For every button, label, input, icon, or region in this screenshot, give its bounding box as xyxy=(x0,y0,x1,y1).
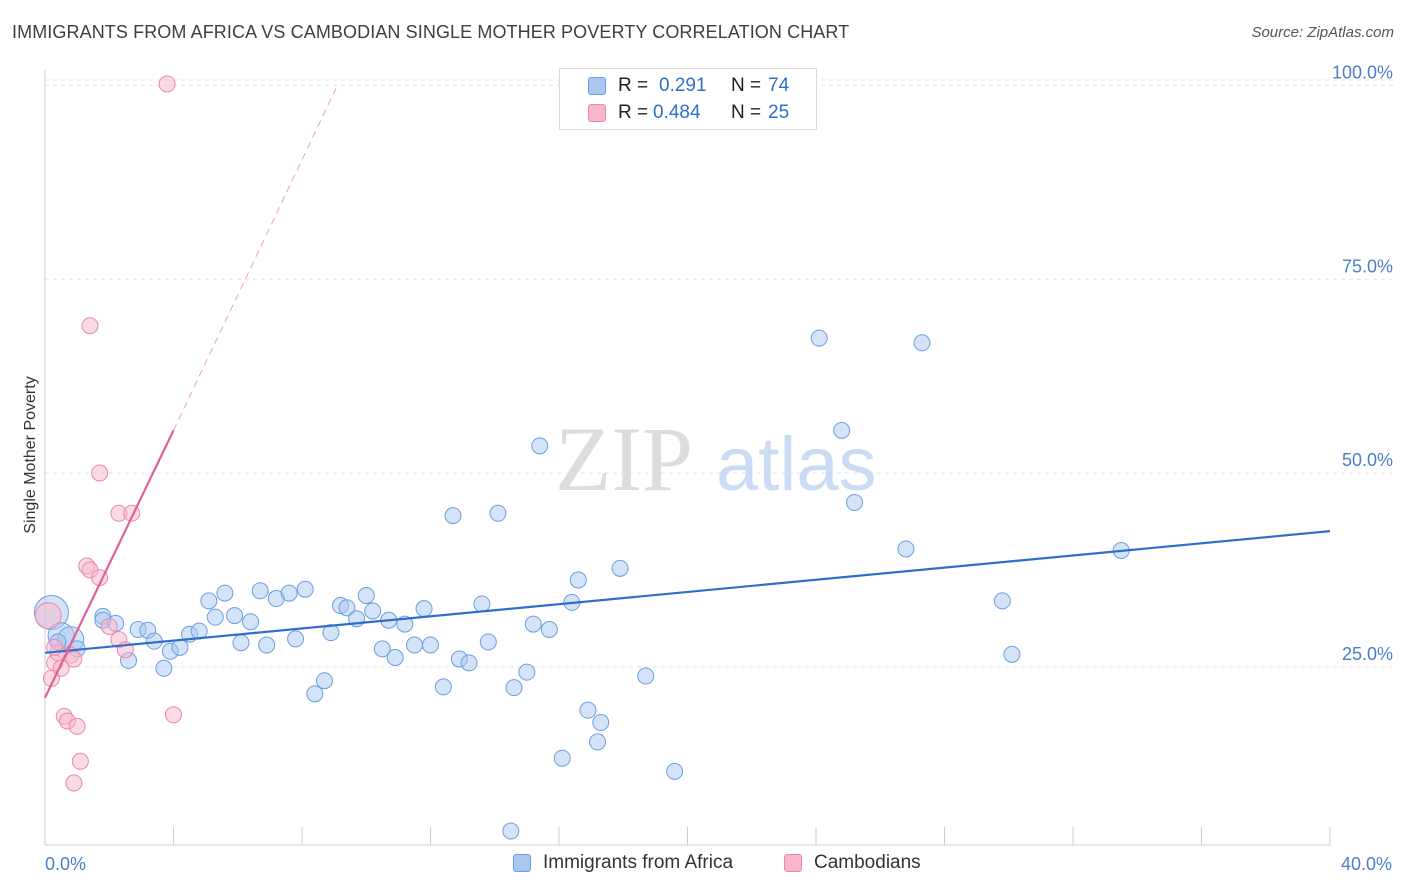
data-point-africa xyxy=(479,633,497,651)
data-point-africa xyxy=(287,630,305,648)
data-point-africa xyxy=(540,621,558,639)
data-point-africa xyxy=(306,685,324,703)
legend-n-label: N = xyxy=(731,102,762,123)
data-point-africa xyxy=(226,607,244,625)
data-point-africa xyxy=(232,634,250,652)
bottom-legend-swatch-africa xyxy=(513,854,531,872)
trend-lines xyxy=(44,85,1331,699)
x-tick-label: 0.0% xyxy=(45,854,86,874)
data-point-africa xyxy=(993,592,1011,610)
data-point-africa xyxy=(553,749,571,767)
data-point-africa xyxy=(338,599,356,617)
data-point-africa xyxy=(242,613,260,631)
trend-line-cambodians-extension xyxy=(173,85,338,431)
data-point-africa xyxy=(258,636,276,654)
data-point-africa xyxy=(502,822,520,840)
data-point-africa xyxy=(364,602,382,620)
data-point-africa xyxy=(251,582,269,600)
data-point-africa xyxy=(833,421,851,439)
data-point-africa xyxy=(913,334,931,352)
data-point-africa xyxy=(357,586,375,604)
data-point-africa xyxy=(505,679,523,697)
correlation-legend: R = 0.291 N = 74 R = 0.484 N = 25 xyxy=(559,68,817,130)
data-point-africa xyxy=(846,493,864,511)
legend-r-label: R = xyxy=(618,75,649,96)
data-point-cambodians xyxy=(65,650,83,668)
tick-labels: 25.0% 50.0% 75.0% 100.0% 0.0% 40.0% xyxy=(45,63,1393,875)
data-point-africa xyxy=(155,659,173,677)
y-tick-label: 100.0% xyxy=(1332,63,1393,83)
data-point-cambodians xyxy=(81,317,99,335)
data-point-africa xyxy=(592,714,610,732)
bottom-legend-label-africa: Immigrants from Africa xyxy=(543,852,734,873)
data-point-africa xyxy=(579,701,597,719)
legend-r-value: 0.291 xyxy=(659,75,707,96)
y-tick-label: 75.0% xyxy=(1342,256,1393,276)
data-point-africa xyxy=(386,648,404,666)
data-point-africa xyxy=(637,667,655,685)
watermark-atlas: atlas xyxy=(716,422,877,507)
data-point-africa xyxy=(473,595,491,613)
data-point-africa xyxy=(206,608,224,626)
data-point-africa xyxy=(405,636,423,654)
data-point-africa xyxy=(810,329,828,347)
data-point-cambodians xyxy=(165,706,182,724)
data-point-cambodians xyxy=(91,464,109,482)
data-point-africa xyxy=(1003,645,1021,663)
data-point-africa xyxy=(434,678,452,696)
data-point-cambodians xyxy=(100,617,118,635)
data-point-cambodians xyxy=(71,752,89,770)
legend-swatch-africa xyxy=(588,77,606,95)
watermark-zip: ZIP xyxy=(555,408,693,510)
data-point-africa xyxy=(200,592,218,610)
legend-r-label: R = xyxy=(618,102,649,123)
legend-n-label: N = xyxy=(731,75,762,96)
data-point-africa xyxy=(611,559,629,577)
legend-r-value: 0.484 xyxy=(653,102,701,123)
x-tick-label: 40.0% xyxy=(1341,854,1392,874)
trend-line-cambodians xyxy=(44,429,175,699)
legend-n-value: 74 xyxy=(768,75,790,96)
chart-title: IMMIGRANTS FROM AFRICA VS CAMBODIAN SING… xyxy=(12,22,850,42)
data-point-africa xyxy=(518,663,536,681)
y-tick-label: 25.0% xyxy=(1342,644,1393,664)
data-point-africa xyxy=(422,636,439,654)
y-tick-label: 50.0% xyxy=(1342,450,1393,470)
data-point-africa xyxy=(666,762,684,780)
y-axis-label: Single Mother Poverty xyxy=(22,376,39,533)
grid-lines xyxy=(45,79,1395,668)
data-point-africa xyxy=(524,615,542,633)
data-point-africa xyxy=(216,584,234,602)
legend-swatch-cambodians xyxy=(588,104,606,122)
data-point-africa xyxy=(460,654,478,672)
data-points xyxy=(33,75,1130,840)
axes xyxy=(44,70,1331,846)
data-point-africa xyxy=(897,540,915,558)
data-point-africa xyxy=(415,600,433,618)
watermark: ZIP atlas xyxy=(555,408,877,510)
data-point-africa xyxy=(280,584,298,602)
data-point-cambodians xyxy=(65,774,83,792)
data-point-africa xyxy=(296,580,314,598)
data-point-africa xyxy=(589,733,607,751)
data-point-africa xyxy=(373,640,391,658)
bottom-legend-swatch-cambodians xyxy=(784,854,802,872)
data-point-africa xyxy=(171,638,189,656)
data-point-africa xyxy=(531,437,549,455)
chart-source: Source: ZipAtlas.com xyxy=(1251,24,1394,41)
data-point-africa xyxy=(315,672,333,690)
data-point-africa xyxy=(489,504,507,522)
data-point-africa xyxy=(444,507,462,525)
data-point-cambodians xyxy=(68,717,86,735)
data-point-cambodians xyxy=(34,602,62,630)
data-point-cambodians xyxy=(158,75,176,93)
data-point-africa xyxy=(569,571,587,589)
bottom-legend-label-cambodians: Cambodians xyxy=(814,852,921,873)
trend-line-africa xyxy=(44,530,1331,654)
legend-n-value: 25 xyxy=(768,102,790,123)
